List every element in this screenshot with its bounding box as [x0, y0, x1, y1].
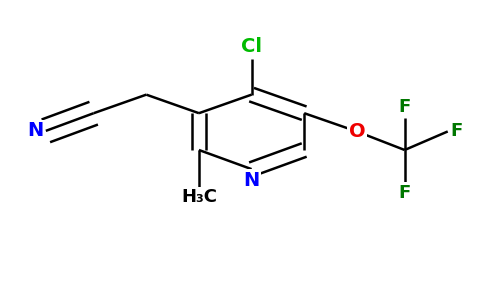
Text: F: F	[398, 184, 411, 202]
Text: F: F	[450, 122, 462, 140]
Text: F: F	[398, 98, 411, 116]
Text: N: N	[243, 171, 260, 190]
Text: N: N	[27, 122, 44, 140]
Text: H₃C: H₃C	[181, 188, 217, 206]
Text: O: O	[348, 122, 365, 141]
Text: Cl: Cl	[241, 38, 262, 56]
